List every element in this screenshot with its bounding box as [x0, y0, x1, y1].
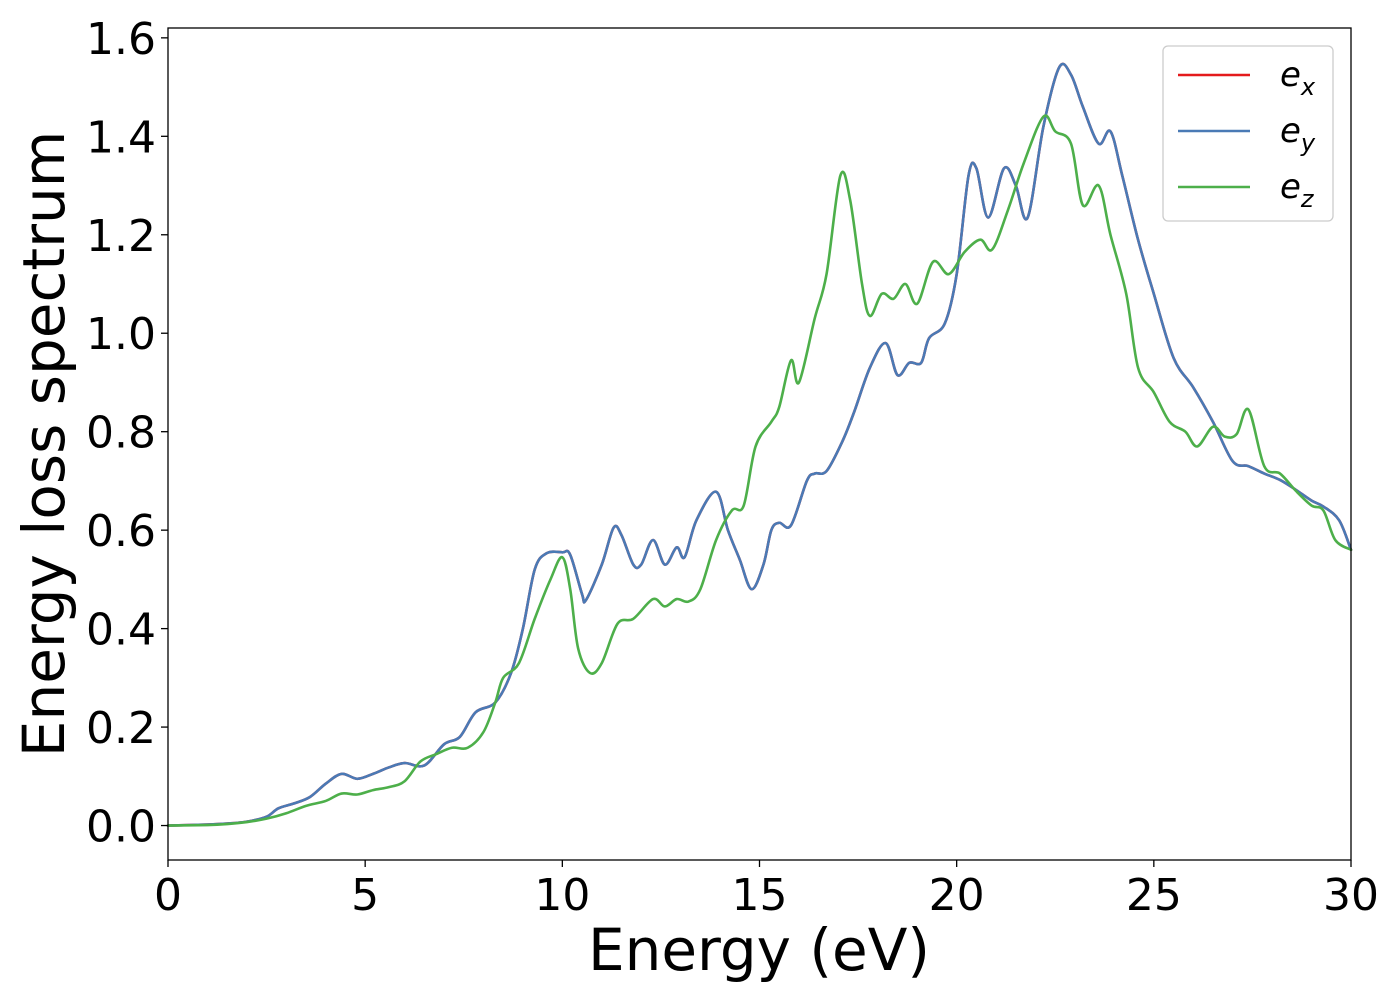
plot-background: [168, 28, 1351, 860]
legend-label: ey: [1280, 111, 1316, 157]
x-tick-label: 20: [929, 870, 985, 921]
y-tick-label: 0.0: [86, 802, 156, 853]
series-line-z: [166, 114, 1353, 827]
x-tick-label: 5: [351, 870, 379, 921]
x-tick-label: 15: [732, 870, 788, 921]
y-tick-label: 0.4: [86, 605, 156, 656]
x-tick-label: 10: [534, 870, 590, 921]
legend-label: ez: [1280, 167, 1315, 213]
y-tick-label: 0.8: [86, 408, 156, 459]
y-tick-label: 1.6: [86, 14, 156, 65]
x-axis-ticks: 0 5 10 15 20 25 30: [154, 860, 1379, 921]
legend-item-z: ez: [1178, 167, 1315, 213]
x-tick-label: 0: [154, 870, 182, 921]
legend-item-y: ey: [1178, 111, 1316, 157]
series-layer: [166, 62, 1353, 827]
y-tick-label: 0.6: [86, 506, 156, 557]
y-axis-title: Energy loss spectrum: [10, 131, 78, 757]
series-line-y: [166, 62, 1353, 827]
y-axis-ticks: 0.0 0.2 0.4 0.6 0.8 1.0 1.2 1.4 1.6: [86, 14, 168, 853]
y-tick-label: 1.0: [86, 309, 156, 360]
legend-items: ex ey ez: [1178, 55, 1316, 213]
legend-label: ex: [1280, 55, 1316, 101]
x-tick-label: 25: [1126, 870, 1182, 921]
y-tick-label: 0.2: [86, 703, 156, 754]
y-tick-label: 1.2: [86, 211, 156, 262]
x-axis-title: Energy (eV): [588, 916, 930, 984]
x-tick-label: 30: [1323, 870, 1379, 921]
legend: ex ey ez: [1162, 45, 1334, 222]
y-tick-label: 1.4: [86, 112, 156, 163]
legend-box: [1162, 45, 1334, 222]
legend-item-x: ex: [1178, 55, 1316, 101]
